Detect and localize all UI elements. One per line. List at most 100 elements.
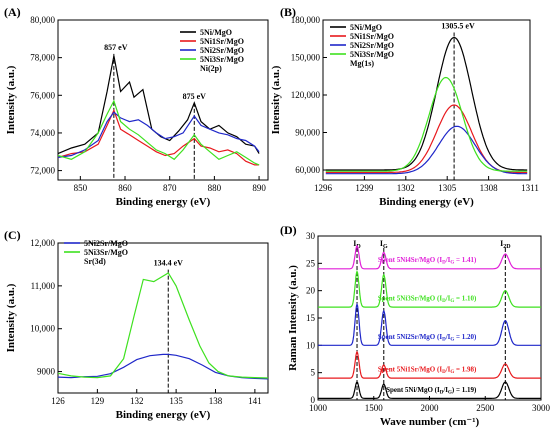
x-tick-label: 132 [130, 396, 144, 406]
series-line [57, 108, 260, 166]
x-tick-label: 860 [118, 183, 132, 193]
panel-c-chart: (C) 126 129 132 135 138 141 9000 10,000 11,000 12,… [4, 228, 269, 421]
series-label-subscript: D [442, 337, 446, 342]
series-label-text: Spent 5Ni/MgO (I [386, 386, 440, 394]
panel-tag: (C) [4, 228, 21, 242]
series-line [325, 76, 528, 172]
x-tick-label: 129 [91, 396, 105, 406]
y-axis-label: Intensity (a.u.) [270, 65, 282, 134]
series-label-text: Spent 5Ni4Sr/MgO (I [378, 256, 442, 264]
y-tick-label: 78,000 [30, 53, 55, 63]
series-line [57, 55, 260, 155]
panel-b-chart: (B) 1296 1299 1302 1305 1308 1311 60,000 90,000 1… [270, 5, 539, 208]
x-tick-label: 1500 [365, 403, 384, 413]
plot-frame [322, 19, 531, 181]
y-tick-label: 25 [306, 258, 316, 268]
series-line [57, 353, 269, 380]
legend-label: 5Ni/MgO [200, 28, 232, 37]
peak-annotation: ID [353, 239, 361, 250]
series-label: Spent 5Ni2Sr/MgO (ID/IG = 1.20) [378, 333, 477, 343]
y-tick-label: 180,000 [291, 15, 321, 25]
x-axis-label: Wave number (cm⁻¹) [380, 416, 480, 428]
series-label-text: Spent 5Ni1Sr/MgO (I [378, 366, 442, 374]
legend-label: 5Ni2Sr/MgO [84, 239, 128, 248]
series-label-subscript: D [442, 261, 446, 266]
peak-annotation: 134.4 eV [154, 259, 184, 268]
x-tick-label: 1305 [438, 183, 457, 193]
y-tick-label: 5 [311, 368, 316, 378]
series-label-slash: /I [445, 333, 451, 341]
legend-label: 5Ni1Sr/MgO [350, 32, 394, 41]
x-tick-label: 880 [208, 183, 222, 193]
series-label-ratio: = 1.20) [454, 333, 477, 341]
plot-frame [57, 19, 269, 181]
y-axis-label: Intensity (a.u.) [5, 283, 17, 352]
legend-label: 5Ni/MgO [350, 23, 382, 32]
x-tick-label: 1311 [521, 183, 539, 193]
legend-label: 5Ni2Sr/MgO [350, 41, 394, 50]
peak-annotation: 857 eV [104, 43, 128, 52]
x-tick-label: 1299 [355, 183, 374, 193]
series-label: Spent 5Ni1Sr/MgO (ID/IG = 1.98) [378, 366, 477, 376]
series-label-ratio: = 1.41) [454, 256, 477, 264]
x-tick-label: 141 [248, 396, 262, 406]
series-label-subscript: G [450, 370, 454, 375]
x-axis-label: Binding energy (eV) [116, 196, 211, 208]
series-label-ratio: = 1.10) [454, 295, 477, 303]
series-line [57, 99, 260, 166]
series-line [318, 302, 541, 346]
x-tick-label: 2500 [476, 403, 495, 413]
x-tick-label: 135 [169, 396, 183, 406]
series-line [57, 272, 269, 379]
y-tick-label: 11,000 [31, 281, 56, 291]
peak-annotation: 875 eV [183, 92, 207, 101]
series-line [325, 36, 528, 171]
y-tick-label: 76,000 [30, 90, 55, 100]
y-axis-label: Raman Intensity (a.u.) [287, 265, 299, 371]
y-tick-label: 0 [311, 395, 316, 405]
series-label-slash: /I [445, 256, 451, 264]
x-axis-label: Binding energy (eV) [379, 196, 474, 208]
panel-tag: (B) [280, 5, 296, 19]
y-tick-label: 10 [306, 340, 316, 350]
y-tick-label: 90,000 [295, 128, 320, 138]
series-label: Spent 5Ni/MgO (ID/IG) = 1.19) [386, 386, 477, 396]
series-line [57, 111, 260, 158]
x-tick-label: 2000 [421, 403, 440, 413]
x-tick-label: 1308 [480, 183, 499, 193]
series-label-ratio: ) = 1.19) [452, 386, 477, 394]
x-tick-label: 126 [51, 396, 65, 406]
series-label: Spent 5Ni4Sr/MgO (ID/IG = 1.41) [378, 256, 477, 266]
series-label-slash: /I [442, 386, 448, 394]
plot-frame [57, 242, 269, 394]
series-label: Spent 5Ni3Sr/MgO (ID/IG = 1.10) [378, 295, 477, 305]
peak-annotation-subscript: D [356, 244, 361, 250]
peak-annotation: 1305.5 eV [441, 22, 475, 31]
legend-note: Ni(2p) [200, 64, 222, 73]
series-line [325, 125, 528, 175]
legend-note: Sr(3d) [84, 257, 106, 266]
panel-a-chart: (A) 850 860 870 880 890 72,000 74,000 76,000 78,0… [4, 5, 269, 208]
legend-label: 5Ni1Sr/MgO [200, 37, 244, 46]
series-label-slash: /I [445, 295, 451, 303]
x-tick-label: 138 [209, 396, 223, 406]
peak-annotation: I2D [500, 239, 511, 250]
series-line [318, 381, 541, 399]
series-label-subscript: G [450, 299, 454, 304]
series-label-ratio: = 1.98) [454, 366, 477, 374]
legend-label: 5Ni3Sr/MgO [200, 55, 244, 64]
panel-tag: (D) [280, 223, 297, 237]
y-tick-label: 60,000 [295, 165, 320, 175]
legend-label: 5Ni3Sr/MgO [84, 248, 128, 257]
series-label-slash: /I [445, 366, 451, 374]
y-tick-label: 80,000 [30, 15, 55, 25]
series-label-subscript: G [450, 261, 454, 266]
y-tick-label: 15 [306, 313, 316, 323]
y-tick-label: 12,000 [30, 238, 55, 248]
x-axis-label: Binding energy (eV) [116, 409, 211, 421]
series-label-subscript: D [442, 370, 446, 375]
series-label-subscript: D [442, 299, 446, 304]
series-line [318, 269, 541, 308]
peak-annotation-subscript: 2D [503, 244, 511, 250]
